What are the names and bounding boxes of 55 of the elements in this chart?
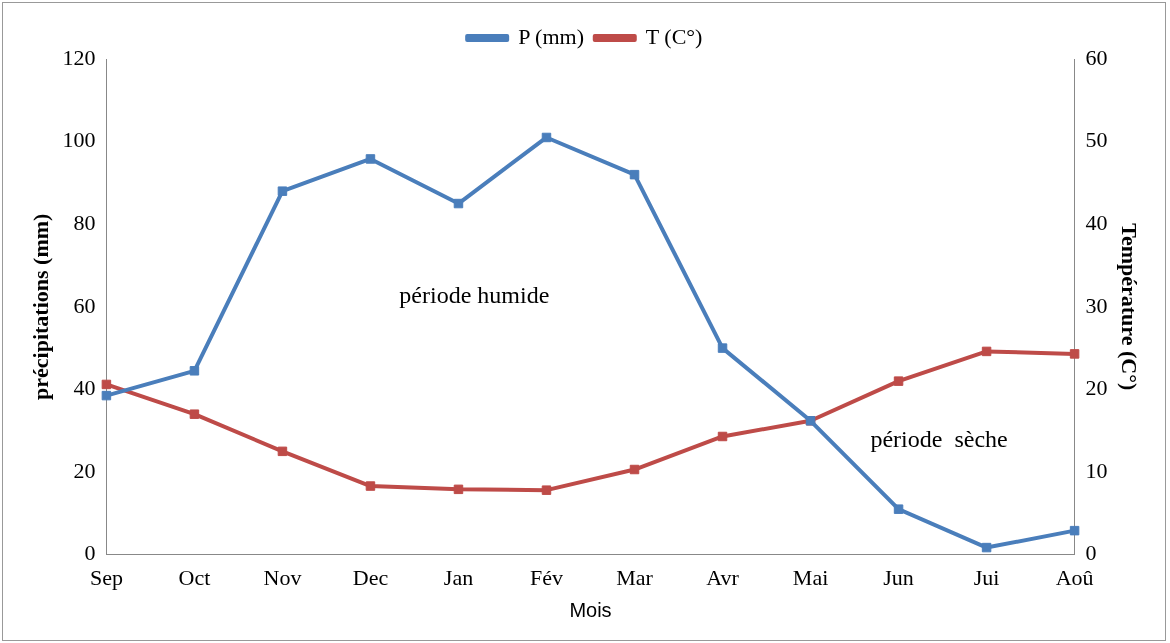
y2-tick-label: 20 [1085, 375, 1108, 401]
point [541, 485, 552, 495]
x-tick-label: Fév [529, 564, 563, 590]
annotation: période humide [399, 282, 550, 309]
point [189, 409, 200, 419]
point [365, 481, 376, 491]
x-tick-label: Mar [616, 564, 654, 590]
y-tick-label: 40 [73, 375, 96, 401]
x-tick-label: Nov [263, 564, 302, 590]
y-axis-title: précipitations (mm) [27, 213, 53, 400]
y-tick-label: 120 [62, 44, 96, 70]
point [101, 390, 112, 401]
point [629, 169, 640, 180]
legend-label: P (mm) [518, 23, 584, 49]
y2-tick-label: 0 [1085, 540, 1097, 566]
x-tick-label: Oct [178, 564, 211, 590]
point [541, 132, 552, 143]
point [1069, 525, 1080, 536]
legend-label: T (C°) [645, 23, 703, 49]
point [277, 446, 288, 457]
y2-tick-label: 60 [1085, 44, 1108, 70]
x-tick-label: Jun [883, 564, 914, 590]
y-tick-label: 100 [62, 127, 96, 153]
y-tick-label: 20 [73, 457, 96, 483]
annotation: période sèche [870, 425, 1008, 452]
x-tick-label: Dec [352, 564, 389, 590]
point [629, 464, 640, 475]
x-tick-label: Jan [443, 564, 474, 590]
x-tick-label: Aoû [1055, 564, 1094, 590]
y-tick-label: 80 [73, 209, 96, 235]
x-axis-title: Mois [569, 598, 612, 621]
point [717, 343, 728, 353]
point [189, 366, 200, 376]
x-tick-label: Mai [792, 564, 829, 590]
y2-tick-label: 10 [1085, 457, 1108, 483]
y-tick-label: 0 [84, 540, 96, 566]
y2-axis-title: Température (C°) [1117, 223, 1143, 391]
point [981, 346, 992, 357]
point [981, 542, 992, 553]
y2-tick-label: 40 [1085, 209, 1108, 235]
point [893, 376, 904, 386]
y2-tick-label: 50 [1085, 127, 1108, 153]
y-tick-label: 60 [73, 292, 96, 318]
point [277, 186, 288, 196]
point [453, 198, 464, 209]
point [365, 154, 376, 164]
point [453, 484, 464, 495]
point [717, 431, 728, 442]
point [101, 379, 112, 390]
x-tick-label: Avr [706, 564, 740, 590]
point [893, 504, 904, 514]
point [1069, 349, 1080, 359]
y2-tick-label: 30 [1085, 292, 1108, 318]
x-tick-label: Jui [973, 564, 1000, 590]
x-tick-label: Sep [89, 564, 123, 590]
